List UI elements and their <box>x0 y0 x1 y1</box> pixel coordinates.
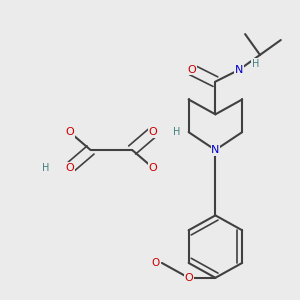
Text: O: O <box>65 127 74 137</box>
Text: H: H <box>42 163 50 173</box>
Text: H: H <box>173 127 180 137</box>
Text: O: O <box>148 163 157 173</box>
Text: O: O <box>187 65 196 75</box>
Text: O: O <box>152 258 160 268</box>
Text: N: N <box>211 145 220 155</box>
Text: H: H <box>252 59 259 69</box>
Text: N: N <box>235 65 243 75</box>
Text: O: O <box>148 127 157 137</box>
Text: O: O <box>184 273 193 283</box>
Text: O: O <box>65 163 74 173</box>
